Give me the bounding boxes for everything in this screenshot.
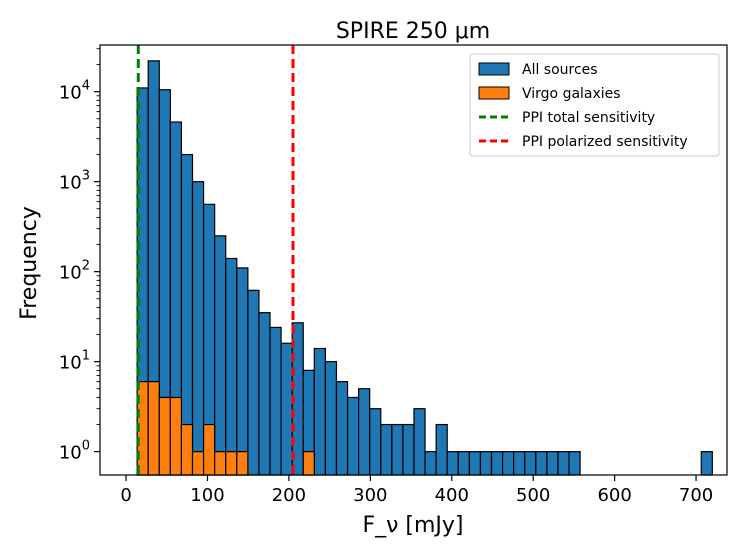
x-tick-label: 200 bbox=[272, 485, 306, 506]
all-sources-bar bbox=[358, 388, 371, 476]
legend-frame bbox=[469, 53, 720, 157]
x-tick-label: 100 bbox=[190, 485, 224, 506]
virgo-galaxies-bar bbox=[169, 396, 183, 476]
y-tick-label: 100 bbox=[59, 439, 90, 464]
all-sources-bar bbox=[269, 326, 282, 476]
x-tick-label: 500 bbox=[516, 485, 550, 506]
y-tick-label: 104 bbox=[59, 79, 90, 104]
all-sources-bar bbox=[468, 451, 482, 476]
all-sources-bar bbox=[324, 361, 338, 476]
all-sources-bar bbox=[313, 347, 326, 476]
virgo-galaxies-bar bbox=[147, 381, 160, 476]
all-sources-bar bbox=[446, 451, 459, 476]
y-tick-label: 103 bbox=[59, 169, 90, 194]
virgo-galaxies-bar bbox=[236, 451, 249, 476]
all-sources-bar bbox=[191, 181, 205, 476]
all-sources-bar bbox=[258, 312, 271, 476]
all-sources-bar bbox=[568, 451, 581, 476]
all-sources-bar bbox=[524, 451, 537, 476]
x-tick-label: 700 bbox=[679, 485, 713, 506]
all-sources-bar bbox=[700, 451, 713, 476]
all-sources-bar bbox=[424, 451, 437, 476]
all-sources-bar bbox=[557, 451, 570, 476]
all-sources-bar bbox=[413, 408, 426, 476]
virgo-galaxies-bar bbox=[214, 451, 227, 476]
x-axis: 0 100 200 300 400 500 600 700 bbox=[120, 475, 713, 506]
virgo-galaxies-bar bbox=[302, 451, 315, 476]
legend-virgo-galaxies-swatch bbox=[478, 86, 510, 100]
all-sources-bar bbox=[435, 423, 448, 476]
y-tick-label: 102 bbox=[59, 259, 90, 284]
all-sources-bar bbox=[513, 451, 526, 476]
y-axis: 100 101 102 103 104 bbox=[59, 48, 100, 464]
chart-title: SPIRE 250 μm bbox=[336, 19, 490, 44]
plot-frame bbox=[99, 44, 728, 476]
all-sources-bar bbox=[225, 257, 238, 476]
x-tick-label: 0 bbox=[120, 485, 131, 506]
all-sources-bar bbox=[280, 342, 293, 476]
virgo-galaxies-bar bbox=[202, 423, 216, 476]
legend-ppi-total-sensitivity-label: PPI total sensitivity bbox=[522, 110, 655, 126]
all-sources-bar bbox=[369, 408, 382, 476]
all-sources-bar bbox=[501, 451, 515, 476]
all-sources-bar bbox=[214, 235, 227, 476]
all-sources-bar bbox=[380, 423, 393, 476]
legend-all-sources-label: All sources bbox=[522, 62, 598, 78]
y-tick-label: 101 bbox=[59, 349, 90, 374]
virgo-galaxies-bar bbox=[158, 396, 171, 476]
x-tick-label: 300 bbox=[353, 485, 387, 506]
legend: All sources Virgo galaxies PPI total sensi… bbox=[469, 53, 720, 157]
all-sources-bar bbox=[535, 451, 548, 476]
plot-area bbox=[99, 44, 728, 476]
x-tick-label: 400 bbox=[435, 485, 469, 506]
virgo-galaxies-bar bbox=[191, 451, 205, 476]
all-sources-bar bbox=[479, 451, 493, 476]
legend-all-sources-swatch bbox=[478, 62, 510, 76]
virgo-galaxies-bar bbox=[225, 451, 238, 476]
all-sources-bar bbox=[391, 423, 404, 476]
all-sources-bar bbox=[490, 451, 504, 476]
y-axis-label: Frequency bbox=[17, 206, 42, 320]
x-axis-label: F_ν [mJy] bbox=[362, 513, 463, 538]
all-sources-bar bbox=[346, 396, 360, 476]
all-sources-bar bbox=[335, 381, 349, 476]
all-sources-bar bbox=[236, 267, 249, 476]
legend-ppi-polarized-sensitivity-label: PPI polarized sensitivity bbox=[522, 134, 688, 150]
all-sources-bar bbox=[247, 289, 260, 476]
virgo-galaxies-bar bbox=[180, 423, 194, 476]
all-sources-bar bbox=[402, 423, 415, 476]
all-sources-bar bbox=[457, 451, 470, 476]
legend-virgo-galaxies-label: Virgo galaxies bbox=[522, 86, 621, 102]
all-sources-bar bbox=[546, 451, 559, 476]
x-tick-label: 600 bbox=[597, 485, 631, 506]
